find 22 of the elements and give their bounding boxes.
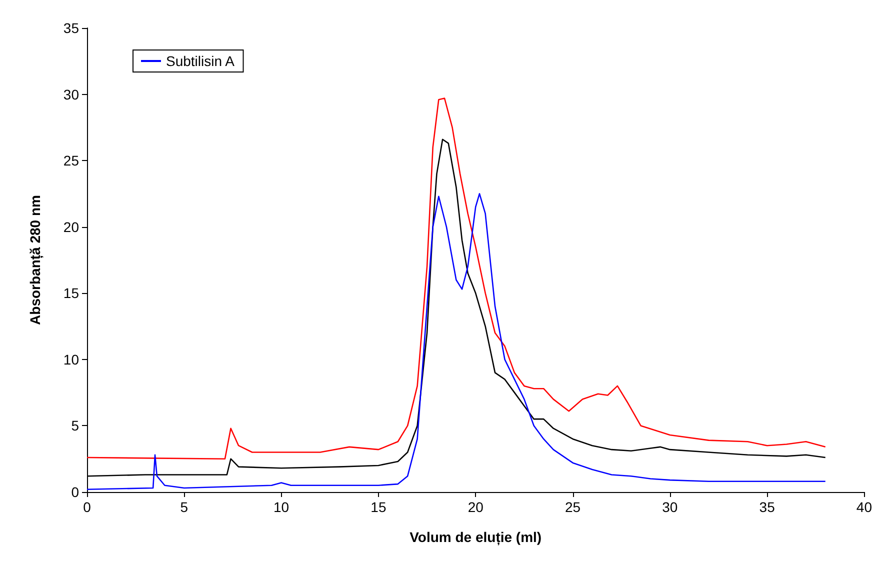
y-tick-label: 35 [63,20,80,36]
x-axis-title: Volum de eluție (ml) [410,529,542,546]
legend-label: Subtilisin A [166,53,236,69]
y-tick-label: 15 [63,285,80,302]
x-tick-label: 10 [274,499,290,515]
x-tick-label: 40 [856,499,872,515]
y-tick-label: 20 [63,218,80,235]
x-tick-label: 25 [564,499,581,515]
y-tick-label: 5 [71,418,80,434]
x-tick-label: 30 [662,499,678,515]
x-tick-label: 5 [180,499,188,515]
line-series [86,193,826,490]
x-tick-label: 0 [83,499,92,515]
y-axis-title: Absorbanță 280 nm [27,195,44,325]
y-tick-label: 0 [71,484,80,500]
line-series [86,98,826,460]
x-tick-label: 35 [759,499,776,515]
y-tick-label: 30 [63,86,80,102]
y-tick-label: 25 [63,152,80,169]
x-tick-label: 15 [370,499,386,515]
y-tick-label: 10 [63,351,80,368]
x-tick-label: 20 [468,499,484,515]
